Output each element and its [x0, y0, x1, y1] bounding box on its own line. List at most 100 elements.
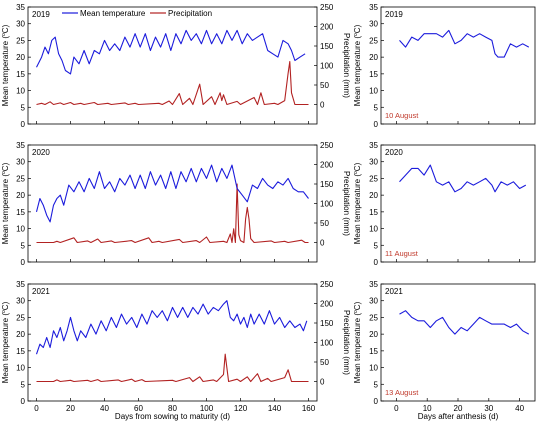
y-tick-label: 35: [16, 280, 25, 289]
y-tick-label: 10: [369, 225, 378, 234]
y-tick-label: 10: [369, 364, 378, 373]
y-tick-label: 30: [16, 158, 25, 167]
plot-frame: [27, 283, 318, 402]
y2-tick-label: 100: [320, 62, 334, 71]
y-tick-label: 25: [16, 36, 25, 45]
x-tick-label: 0: [394, 404, 399, 413]
x-tick-label: 40: [100, 404, 109, 413]
y-tick-label: 0: [374, 258, 379, 267]
y-tick-label: 0: [21, 120, 26, 129]
y-tick-label: 20: [369, 330, 378, 339]
y2-tick-label: 250: [320, 280, 334, 289]
y-tick-label: 35: [369, 141, 378, 150]
x-tick-label: 140: [268, 404, 282, 413]
precipitation-axis-label: Precipitation (mm): [342, 171, 351, 236]
y-tick-label: 0: [21, 258, 26, 267]
y-tick-label: 5: [21, 241, 26, 250]
x-tick-label: 40: [515, 404, 524, 413]
y2-tick-label: 250: [320, 141, 334, 150]
y-tick-label: 30: [369, 20, 378, 29]
y-tick-label: 25: [16, 174, 25, 183]
temperature-axis-label: Mean temperature (oC): [1, 24, 10, 106]
degree-sign: o: [353, 310, 359, 313]
y-tick-label: 0: [374, 397, 379, 406]
x-tick-label: 10: [423, 404, 432, 413]
y-tick-label: 30: [16, 297, 25, 306]
temperature-axis-label-unit: C): [1, 162, 10, 171]
degree-sign: o: [353, 171, 359, 174]
x-tick-label: 160: [302, 404, 316, 413]
year-label: 2020: [32, 148, 50, 157]
precipitation-axis-label: Precipitation (mm): [342, 310, 351, 375]
chart-panel-season-2020: 0 5 10 15 20 25 30 35 0 50 100 150 200 250 Precipitati…: [1, 141, 351, 267]
chart-panel-season-2019: 0 5 10 15 20 25 30 35 0 50 100 150 200 250 Precipitati…: [1, 3, 351, 129]
year-label: 2021: [32, 287, 50, 296]
degree-sign: o: [1, 171, 7, 174]
y-tick-label: 25: [369, 174, 378, 183]
y-tick-label: 35: [369, 280, 378, 289]
y2-tick-label: 0: [320, 101, 325, 110]
y-tick-label: 5: [21, 380, 26, 389]
y2-tick-label: 100: [320, 200, 334, 209]
temperature-axis-label-text: Mean temperature (: [1, 36, 10, 107]
y2-tick-label: 150: [320, 42, 334, 51]
y2-tick-label: 200: [320, 23, 334, 32]
y-tick-label: 5: [374, 103, 379, 112]
anthesis-date-label: 10 August: [385, 111, 419, 120]
chart-panel-season-2021: 0 5 10 15 20 25 30 35 0 20 40 60 80 100 120 140 160 0 50 10…: [1, 280, 351, 413]
y-tick-label: 20: [16, 330, 25, 339]
y-tick-label: 10: [369, 87, 378, 96]
precipitation-series: [36, 61, 309, 106]
y-tick-label: 30: [369, 158, 378, 167]
x-tick-label: 80: [168, 404, 177, 413]
y-tick-label: 30: [16, 20, 25, 29]
y2-tick-label: 0: [320, 378, 325, 387]
anthesis-date-label: 11 August: [385, 249, 419, 258]
y-tick-label: 25: [16, 313, 25, 322]
y-tick-label: 10: [16, 364, 25, 373]
y-tick-label: 25: [369, 313, 378, 322]
legend-temperature-label: Mean temperature: [80, 9, 146, 18]
plot-frame: [380, 283, 536, 402]
temperature-axis-label-unit: C): [353, 24, 362, 33]
plot-frame: [27, 144, 318, 263]
x-tick-label: 0: [34, 404, 39, 413]
y-tick-label: 15: [16, 208, 25, 217]
year-label: 2019: [385, 10, 403, 19]
y-tick-label: 35: [16, 3, 25, 12]
temperature-axis-label: Mean temperature (oC): [1, 162, 10, 244]
left-x-axis-label: Days from sowing to maturity (d): [115, 412, 230, 421]
y-tick-label: 5: [374, 241, 379, 250]
temperature-axis-label: Mean temperature (oC): [353, 24, 362, 106]
y2-tick-label: 200: [320, 161, 334, 170]
x-tick-label: 100: [200, 404, 214, 413]
year-label: 2019: [32, 10, 50, 19]
year-label: 2021: [385, 287, 403, 296]
degree-sign: o: [1, 310, 7, 313]
y-tick-label: 15: [16, 70, 25, 79]
y-tick-label: 25: [369, 36, 378, 45]
temperature-series: [35, 300, 308, 355]
y-tick-label: 20: [369, 191, 378, 200]
temperature-axis-label-unit: C): [353, 301, 362, 310]
y-tick-label: 0: [21, 397, 26, 406]
y-tick-label: 15: [369, 347, 378, 356]
precipitation-axis-label: Precipitation (mm): [342, 33, 351, 98]
y2-tick-label: 250: [320, 3, 334, 12]
x-tick-label: 30: [484, 404, 493, 413]
y2-tick-label: 50: [320, 219, 329, 228]
y-tick-label: 30: [369, 297, 378, 306]
y2-tick-label: 150: [320, 180, 334, 189]
y-tick-label: 35: [369, 3, 378, 12]
temperature-axis-label: Mean temperature (oC): [353, 162, 362, 244]
temperature-axis-label-unit: C): [353, 162, 362, 171]
y2-tick-label: 50: [320, 358, 329, 367]
y2-tick-label: 200: [320, 300, 334, 309]
temperature-series: [399, 29, 530, 58]
y-tick-label: 20: [369, 53, 378, 62]
legend: Mean temperature Precipitation: [62, 9, 212, 18]
y2-tick-label: 50: [320, 81, 329, 90]
degree-sign: o: [1, 33, 7, 36]
temperature-axis-label-text: Mean temperature (: [353, 36, 362, 107]
chart-panel-grainfill-2021: 0 5 10 15 20 25 30 35 0 10 20 30 40 2021 13 August Mean…: [353, 280, 536, 413]
